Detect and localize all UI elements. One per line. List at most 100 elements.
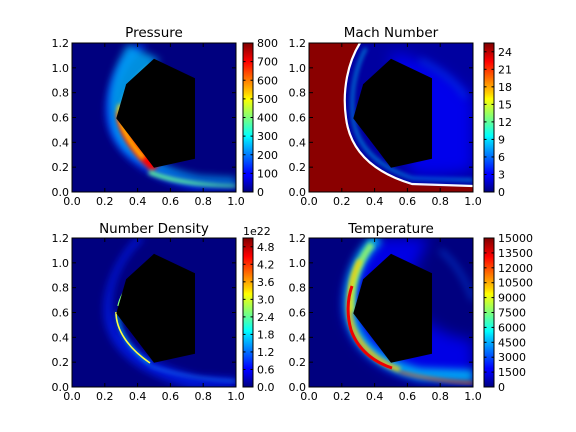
heatmap-field [72, 238, 236, 387]
axis-ticks: 0.0 0.2 0.4 0.6 0.8 1.0 0.0 0.2 0.4 0.6 0.8 1.0 1.2 [289, 37, 482, 208]
shock-layer-cyan [350, 47, 473, 182]
panel-temperature: Temperature 0.0 0.2 0.4 0.6 0.8 1.00.00.20.40… [289, 221, 534, 403]
x-tick-label: 0.8 [194, 390, 212, 403]
colorbar-tick-label: 15000 [498, 232, 533, 245]
colorbar-tick-label: 0 [498, 381, 505, 394]
y-tick-label: 1.0 [52, 257, 70, 270]
chart-title: Pressure [125, 25, 183, 41]
colorbar-tick-label: 1.8 [257, 328, 275, 341]
panel-mach-number: Mach Number 0.0 0.2 0.4 0.6 0.8 1.00.00.20.40… [289, 25, 513, 208]
axis-ticks: 0.0 0.2 0.4 0.6 0.8 1.0 0.0 0.2 0.4 0.6 0.8 1.0 1.2 [52, 37, 245, 208]
x-tick-label: 0.8 [431, 195, 449, 208]
shock-front-line [343, 43, 473, 188]
x-tick-label: 0.0 [63, 390, 81, 403]
colorbar-tick-label: 400 [257, 112, 278, 125]
x-tick-label: 0.2 [333, 390, 351, 403]
stagnation-peak [346, 285, 393, 370]
chart-title: Mach Number [344, 25, 439, 41]
y-tick-label: 0.8 [289, 87, 307, 100]
y-tick-label: 0.0 [52, 381, 70, 394]
x-tick-label: 0.2 [96, 390, 114, 403]
x-tick-label: 0.4 [366, 390, 384, 403]
y-tick-label: 0.8 [289, 282, 307, 295]
colorbar-tick-label: 10500 [498, 277, 533, 290]
colorbar-tick-label: 0.0 [257, 381, 275, 394]
colorbar-tick-label: 21 [498, 63, 512, 76]
x-tick-label: 0.4 [366, 195, 384, 208]
y-tick-label: 0.2 [289, 356, 307, 369]
lower-wake-band [148, 170, 236, 187]
colorbar-tick-label: 300 [257, 130, 278, 143]
colorbar-tick-label: 6 [498, 151, 505, 164]
x-tick-label: 0.6 [162, 195, 180, 208]
y-tick-label: 0.2 [52, 161, 70, 174]
body-polygon [353, 253, 432, 363]
x-tick-label: 0.6 [399, 390, 417, 403]
chart-title: Temperature [347, 221, 434, 237]
colorbar-tick-label: 0 [498, 186, 505, 199]
y-tick-label: 0.6 [289, 112, 307, 125]
axis-ticks: 0.0 0.2 0.4 0.6 0.8 1.0 0.0 0.2 0.4 0.6 0.8 1.0 1.2 [289, 232, 482, 403]
colorbar-tick-label: 4.2 [257, 258, 275, 271]
colorbar-tick-label: 3 [498, 168, 505, 181]
y-tick-label: 0.4 [52, 331, 70, 344]
colorbar-ticks: 0 100 200 300 400 500 600 700 800 [243, 37, 278, 199]
y-tick-label: 1.2 [52, 232, 70, 245]
outer-wave [438, 248, 473, 301]
lower-wake-band [399, 371, 473, 384]
colorbar-tick-label: 15 [498, 98, 512, 111]
colorbar-tick-label: 800 [257, 37, 278, 50]
colorbar-tick-label: 4.8 [257, 241, 275, 254]
y-tick-label: 1.2 [289, 232, 307, 245]
x-tick-label: 0.0 [300, 195, 318, 208]
x-tick-label: 0.8 [431, 390, 449, 403]
chart-title: Number Density [99, 221, 209, 237]
x-tick-label: 0.0 [63, 195, 81, 208]
colorbar-tick-label: 700 [257, 56, 278, 69]
heatmap-field [309, 43, 473, 192]
colorbar-tick-label: 6000 [498, 321, 526, 334]
colorbar-tick-label: 12 [498, 116, 512, 129]
outer-wave [419, 58, 468, 100]
y-tick-label: 0.4 [289, 136, 307, 149]
colorbar-tick-label: 500 [257, 93, 278, 106]
x-tick-label: 1.0 [464, 195, 482, 208]
colorbar-tick-label: 9 [498, 133, 505, 146]
colorbar-tick-label: 3.0 [257, 293, 275, 306]
colorbar-tick-label: 2.4 [257, 311, 275, 324]
x-tick-label: 0.4 [129, 195, 147, 208]
colorbar-tick-label: 3000 [498, 351, 526, 364]
y-tick-label: 0.6 [52, 307, 70, 320]
colorbar-tick-label: 200 [257, 149, 278, 162]
colorbar-tick-label: 0 [257, 186, 264, 199]
colorbar-gradient [242, 237, 254, 388]
lower-wake-band [149, 365, 236, 382]
panel-number-density: Number Density 0.0 0.2 0.4 0.6 0.8 1.00.00.20… [52, 221, 275, 403]
colorbar: 0.0 0.6 1.2 1.8 2.4 3.0 3.6 4.2 4.8 1e22 [242, 225, 275, 394]
body-polygon [116, 253, 195, 363]
x-tick-label: 0.8 [194, 195, 212, 208]
colorbar-tick-label: 13500 [498, 247, 533, 260]
x-tick-label: 0.4 [129, 390, 147, 403]
panel-pressure: Pressure 0.0 0.2 0.4 0.6 0.8 1.00.00.20.40.60… [52, 25, 279, 208]
y-tick-label: 0.8 [52, 282, 70, 295]
colorbar-tick-label: 0.6 [257, 363, 275, 376]
y-tick-label: 0.6 [289, 307, 307, 320]
x-tick-label: 1.0 [464, 390, 482, 403]
colorbar-offset-text: 1e22 [243, 225, 271, 238]
colorbar-tick-label: 600 [257, 74, 278, 87]
y-tick-label: 0.0 [52, 186, 70, 199]
colorbar-tick-label: 1.2 [257, 346, 275, 359]
body-polygon [116, 58, 195, 168]
heatmap-field [72, 43, 236, 192]
x-tick-label: 0.2 [96, 195, 114, 208]
y-tick-label: 0.0 [289, 381, 307, 394]
y-tick-label: 0.2 [289, 161, 307, 174]
colorbar-tick-label: 9000 [498, 292, 526, 305]
colorbar: 0 100 200 300 400 500 600 700 800 [242, 37, 278, 199]
y-tick-label: 0.4 [52, 136, 70, 149]
x-tick-label: 1.0 [227, 195, 245, 208]
y-tick-label: 0.8 [52, 87, 70, 100]
